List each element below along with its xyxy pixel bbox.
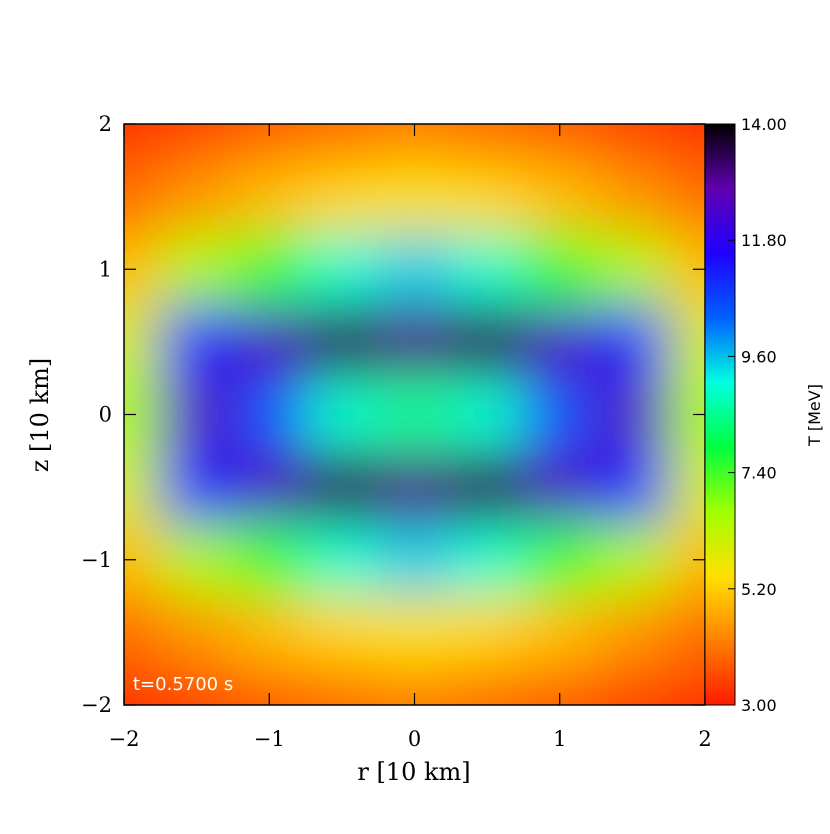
x-tick-label: 2 <box>698 727 711 751</box>
x-axis-label: r [10 km] <box>357 758 470 786</box>
colorbar-tick-label: 3.00 <box>741 696 777 715</box>
heatmap-cell <box>596 668 670 705</box>
heatmap-cell <box>668 668 705 705</box>
colorbar-tick-label: 5.20 <box>741 580 777 599</box>
y-tick-label: −1 <box>81 548 112 572</box>
x-tick-label: 1 <box>553 727 566 751</box>
heatmap-cell <box>305 232 379 307</box>
heatmap-cell <box>523 232 597 307</box>
heatmap-cell <box>450 232 524 307</box>
heatmap-cell <box>450 523 524 597</box>
heatmap-cell <box>124 305 161 379</box>
heatmap-cell <box>232 160 307 234</box>
heatmap-cell <box>596 124 670 161</box>
heatmap-cell <box>232 378 307 452</box>
heatmap-cell <box>523 596 597 670</box>
colorbar-tick-label: 7.40 <box>741 464 777 483</box>
heatmap-cell <box>160 523 234 597</box>
heatmap-cell <box>668 450 705 524</box>
heatmap-cell <box>450 450 524 524</box>
heatmap-cell <box>305 160 379 234</box>
x-tick-label: −1 <box>254 727 285 751</box>
y-tick-label: 2 <box>99 112 112 136</box>
colorbar-tick-label: 9.60 <box>741 347 777 366</box>
heatmap-cell <box>160 450 234 524</box>
y-tick-label: 0 <box>99 403 112 427</box>
heatmap-cell <box>305 523 379 597</box>
heatmap-cell <box>450 124 524 161</box>
heatmap-cell <box>596 596 670 670</box>
heatmap-cell <box>450 305 524 379</box>
heatmap-cell <box>523 450 597 524</box>
heatmap-cell <box>232 232 307 307</box>
heatmap-cell <box>305 124 379 161</box>
heatmap-cell <box>668 305 705 379</box>
heatmap-cell <box>160 124 234 161</box>
heatmap-cell <box>668 596 705 670</box>
heatmap-cell <box>523 160 597 234</box>
heatmap-cell <box>378 378 452 452</box>
heatmap-cell <box>124 232 161 307</box>
heatmap-cell <box>305 450 379 524</box>
heatmap-cell <box>232 596 307 670</box>
heatmap-cell <box>378 124 452 161</box>
y-tick-label: 1 <box>99 257 112 281</box>
heatmap-cell <box>596 378 670 452</box>
heatmap-cell <box>160 232 234 307</box>
heatmap-cell <box>232 523 307 597</box>
heatmap-cell <box>124 160 161 234</box>
heatmap-cell <box>378 232 452 307</box>
heatmap-cell <box>124 450 161 524</box>
heatmap-cell <box>450 668 524 705</box>
heatmap-cell <box>450 596 524 670</box>
colorbar-tick-label: 14.00 <box>741 115 787 134</box>
heatmap-cell <box>160 378 234 452</box>
heatmap-cell <box>160 668 234 705</box>
heatmap-cell <box>160 305 234 379</box>
heatmap-cell <box>232 124 307 161</box>
heatmap-cell <box>232 450 307 524</box>
heatmap-cell <box>596 450 670 524</box>
heatmap-cell <box>668 160 705 234</box>
heatmap-cell <box>378 160 452 234</box>
heatmap-cell <box>596 523 670 597</box>
heatmap-cell <box>668 124 705 161</box>
heatmap-cell <box>596 160 670 234</box>
heatmap-cell <box>596 232 670 307</box>
heatmap-cell <box>523 523 597 597</box>
heatmap-cell <box>450 160 524 234</box>
annotation: t=0.5700 s <box>133 674 233 695</box>
heatmap-cell <box>378 450 452 524</box>
heatmap-cell <box>523 305 597 379</box>
heatmap-cell <box>124 124 161 161</box>
x-tick-label: 0 <box>408 727 421 751</box>
heatmap-cell <box>124 596 161 670</box>
y-axis-label: z [10 km] <box>26 358 54 472</box>
heatmap-cell <box>305 596 379 670</box>
heatmap-cell <box>378 305 452 379</box>
heatmap-cell <box>124 668 161 705</box>
heatmap-cell <box>305 305 379 379</box>
y-tick-label: −2 <box>81 693 112 717</box>
heatmap-cell <box>160 596 234 670</box>
heatmap-cell <box>378 596 452 670</box>
heatmap-cell <box>523 378 597 452</box>
colorbar-label: T [MeV] <box>805 384 824 447</box>
heatmap-cell <box>523 124 597 161</box>
heatmap-cell <box>124 378 161 452</box>
colorbar <box>704 123 736 706</box>
x-tick-label: −2 <box>109 727 140 751</box>
colorbar-tick-label: 11.80 <box>741 231 787 250</box>
heatmap-cell <box>596 305 670 379</box>
heatmap-cell <box>305 668 379 705</box>
heatmap-cell <box>450 378 524 452</box>
heatmap-cell <box>305 378 379 452</box>
heatmap-cell <box>160 160 234 234</box>
heatmap-cell <box>378 523 452 597</box>
heatmap-cell <box>232 305 307 379</box>
